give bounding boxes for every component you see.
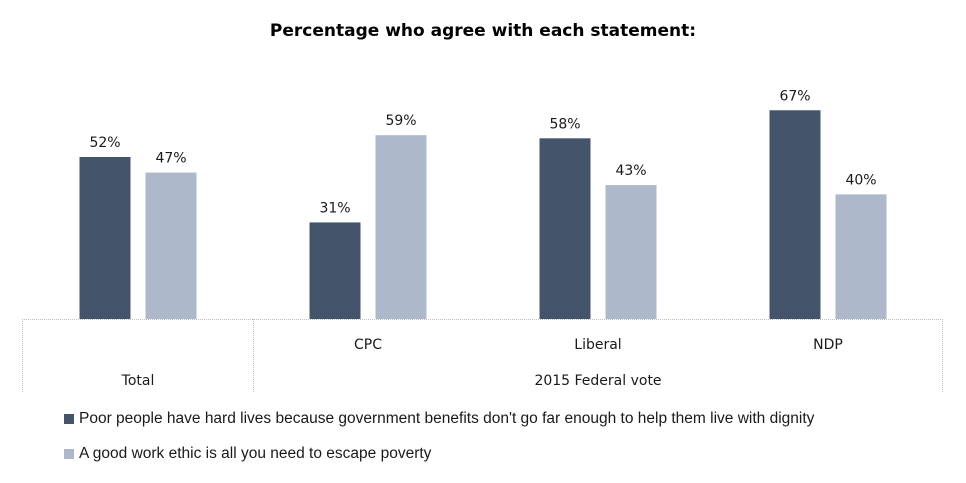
group-label-federal-vote: 2015 Federal vote	[534, 373, 661, 389]
legend-item-series-1: Poor people have hard lives because gove…	[64, 410, 814, 428]
bars-layer	[79, 110, 887, 320]
bar-liberal-series-1	[539, 138, 591, 319]
bar-liberal-series-2	[605, 185, 657, 319]
category-label-ndp: NDP	[813, 337, 843, 353]
data-label-ndp-series-2: 40%	[845, 172, 876, 188]
data-label-cpc-series-1: 31%	[319, 200, 350, 216]
bar-total-series-1	[79, 157, 131, 319]
legend-swatch-dark	[64, 414, 74, 424]
category-label-liberal: Liberal	[574, 337, 621, 353]
bar-total-series-2	[145, 172, 197, 319]
legend-label: Poor people have hard lives because gove…	[79, 410, 815, 427]
legend-label: A good work ethic is all you need to esc…	[79, 445, 432, 462]
bar-cpc-series-1	[309, 222, 361, 319]
bar-ndp-series-1	[769, 110, 821, 320]
data-label-cpc-series-2: 59%	[385, 113, 416, 129]
data-label-total-series-2: 47%	[155, 151, 186, 167]
data-label-liberal-series-2: 43%	[615, 163, 646, 179]
group-label-total: Total	[121, 373, 155, 389]
data-label-ndp-series-1: 67%	[779, 88, 810, 104]
chart-title: Percentage who agree with each statement…	[270, 21, 696, 41]
bar-ndp-series-2	[835, 194, 887, 319]
bar-cpc-series-2	[375, 135, 427, 319]
data-label-total-series-1: 52%	[89, 135, 120, 151]
category-axis: CPC Liberal NDP Total 2015 Federal vote	[22, 319, 943, 392]
category-label-cpc: CPC	[354, 337, 382, 353]
legend-swatch-light	[64, 449, 74, 459]
data-labels-layer: 52% 31% 58% 67% 47% 59% 43% 40%	[89, 88, 876, 216]
legend-item-series-2: A good work ethic is all you need to esc…	[64, 445, 431, 463]
data-label-liberal-series-1: 58%	[549, 116, 580, 132]
